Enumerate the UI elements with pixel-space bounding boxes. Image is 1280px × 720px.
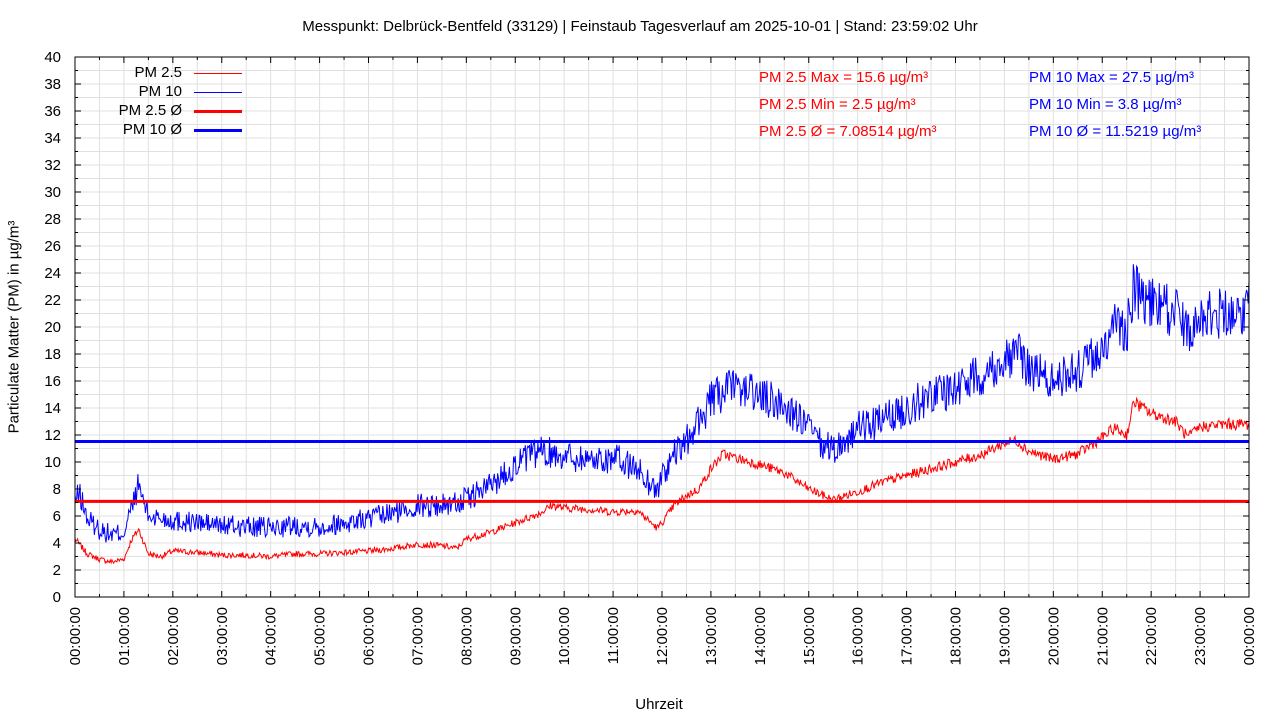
x-tick-label: 19:00:00 — [996, 607, 1013, 665]
x-tick-label: 00:00:00 — [67, 607, 84, 665]
pm10-min-annotation: PM 10 Min = 3.8 µg/m³ — [1029, 96, 1182, 113]
x-tick-label: 23:00:00 — [1192, 607, 1209, 665]
x-tick-label: 03:00:00 — [214, 607, 231, 665]
legend-label-pm25: PM 2.5 — [134, 64, 182, 81]
legend-item-pm25-mean: PM 2.5 Ø — [88, 102, 248, 121]
y-tick-label: 20 — [44, 319, 61, 336]
pm10-mean-annotation: PM 10 Ø = 11.5219 µg/m³ — [1029, 123, 1202, 140]
x-axis-label: Uhrzeit — [635, 696, 683, 713]
x-tick-label: 22:00:00 — [1143, 607, 1160, 665]
y-tick-label: 0 — [53, 589, 61, 606]
x-tick-label: 21:00:00 — [1094, 607, 1111, 665]
legend-item-pm10-mean: PM 10 Ø — [88, 121, 248, 140]
y-tick-label: 14 — [44, 400, 61, 417]
x-tick-label: 20:00:00 — [1045, 607, 1062, 665]
legend-swatch-pm10 — [194, 92, 242, 93]
y-tick-label: 28 — [44, 211, 61, 228]
x-tick-label: 00:00:00 — [1241, 607, 1258, 665]
y-tick-label: 36 — [44, 103, 61, 120]
y-tick-label: 32 — [44, 157, 61, 174]
chart-title: Messpunkt: Delbrück-Bentfeld (33129) | F… — [302, 18, 978, 35]
series-layer — [74, 264, 1250, 565]
legend-label-pm25-mean: PM 2.5 Ø — [118, 102, 182, 119]
y-tick-label: 24 — [44, 265, 61, 282]
x-tick-label: 16:00:00 — [850, 607, 867, 665]
x-tick-label: 02:00:00 — [165, 607, 182, 665]
legend-swatch-pm10-mean — [194, 129, 242, 132]
y-tick-label: 10 — [44, 454, 61, 471]
y-tick-label: 12 — [44, 427, 61, 444]
x-tick-label: 08:00:00 — [458, 607, 475, 665]
legend-item-pm10: PM 10 — [88, 83, 248, 102]
legend-swatch-pm25-mean — [194, 110, 242, 113]
pm25-series-line — [74, 396, 1250, 565]
y-tick-label: 38 — [44, 76, 61, 93]
x-tick-labels: 00:00:00 01:00:00 02:00:00 03:00:00 04:00:00… — [67, 607, 1258, 665]
pm25-mean-annotation: PM 2.5 Ø = 7.08514 µg/m³ — [759, 123, 937, 140]
x-tick-label: 17:00:00 — [899, 607, 916, 665]
x-tick-label: 01:00:00 — [116, 607, 133, 665]
legend-swatch-pm25 — [194, 73, 242, 74]
x-tick-label: 15:00:00 — [801, 607, 818, 665]
x-tick-label: 10:00:00 — [556, 607, 573, 665]
x-tick-label: 04:00:00 — [263, 607, 280, 665]
pm10-max-annotation: PM 10 Max = 27.5 µg/m³ — [1029, 69, 1194, 86]
y-tick-label: 22 — [44, 292, 61, 309]
y-axis-label: Particulate Matter (PM) in µg/m³ — [5, 220, 23, 434]
pm25-min-annotation: PM 2.5 Min = 2.5 µg/m³ — [759, 96, 916, 113]
legend-label-pm10-mean: PM 10 Ø — [122, 121, 182, 138]
y-tick-label: 18 — [44, 346, 61, 363]
grid — [74, 56, 1250, 598]
x-tick-label: 07:00:00 — [409, 607, 426, 665]
x-tick-label: 06:00:00 — [361, 607, 378, 665]
x-tick-label: 09:00:00 — [507, 607, 524, 665]
pm25-max-annotation: PM 2.5 Max = 15.6 µg/m³ — [759, 69, 929, 86]
y-tick-label: 6 — [53, 508, 61, 525]
x-tick-label: 11:00:00 — [605, 607, 622, 664]
y-tick-label: 4 — [53, 535, 61, 552]
y-tick-label: 30 — [44, 184, 61, 201]
x-tick-label: 12:00:00 — [654, 607, 671, 665]
y-tick-label: 34 — [44, 130, 61, 147]
y-tick-label: 16 — [44, 373, 61, 390]
axis-ticks — [74, 56, 1250, 598]
reference-lines — [75, 439, 1249, 503]
legend-item-pm25: PM 2.5 — [88, 64, 248, 83]
y-tick-label: 26 — [44, 238, 61, 255]
x-tick-label: 14:00:00 — [752, 607, 769, 665]
x-tick-label: 05:00:00 — [312, 607, 329, 665]
x-tick-label: 13:00:00 — [703, 607, 720, 665]
y-tick-label: 8 — [53, 481, 61, 498]
x-tick-label: 18:00:00 — [948, 607, 965, 665]
y-tick-label: 40 — [44, 49, 61, 66]
y-tick-label: 2 — [53, 562, 61, 579]
pm10-series-line — [74, 264, 1250, 543]
legend-label-pm10: PM 10 — [138, 83, 182, 100]
